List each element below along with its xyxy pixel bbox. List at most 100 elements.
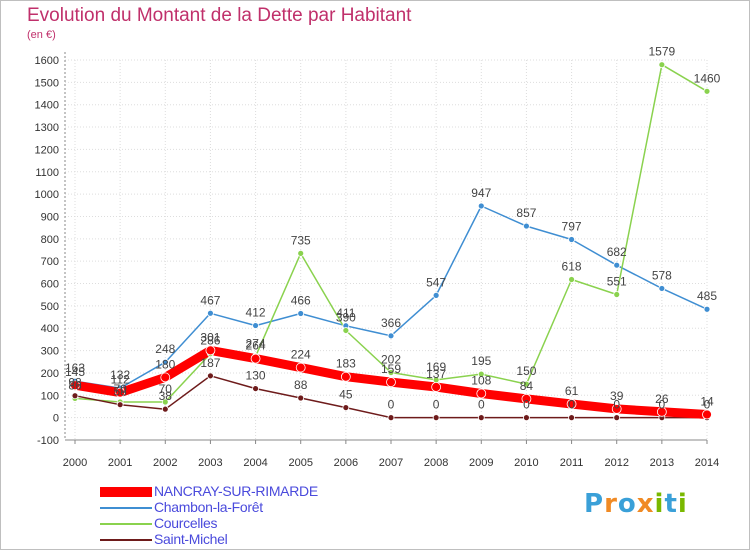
- data-point-1-7: [387, 332, 395, 340]
- data-label-0-9: 108: [471, 374, 491, 388]
- data-label-1-7: 366: [381, 316, 401, 330]
- data-label-1-12: 682: [607, 245, 627, 259]
- data-label-3-7: 0: [388, 398, 395, 412]
- x-tick-label: 2014: [695, 457, 719, 469]
- proxiti-logo: Proxiti: [584, 489, 688, 519]
- x-tick-label: 2010: [514, 457, 538, 469]
- logo-letter: x: [636, 489, 655, 519]
- data-label-2-4: 274: [246, 336, 266, 350]
- x-tick-label: 2004: [243, 457, 267, 469]
- data-point-2-13: [658, 61, 666, 69]
- data-label-0-6: 183: [336, 357, 356, 371]
- data-point-0-12: [611, 404, 622, 414]
- data-point-1-8: [432, 291, 440, 299]
- x-tick-label: 2009: [469, 457, 493, 469]
- data-label-0-13: 26: [655, 392, 669, 406]
- legend-swatch: [100, 539, 152, 541]
- data-point-3-3: [207, 372, 214, 380]
- data-point-3-8: [432, 414, 440, 422]
- logo-letter: r: [604, 489, 618, 519]
- data-point-1-9: [477, 202, 485, 210]
- data-point-0-6: [340, 371, 351, 382]
- data-point-1-11: [568, 236, 575, 243]
- data-point-3-11: [568, 414, 575, 422]
- legend-swatch: [100, 487, 152, 497]
- data-point-0-1: [115, 387, 126, 398]
- data-label-1-13: 578: [652, 268, 672, 282]
- data-label-1-14: 485: [697, 289, 717, 303]
- data-label-1-5: 466: [291, 293, 311, 307]
- data-label-3-5: 88: [294, 378, 308, 392]
- data-label-1-8: 547: [426, 275, 446, 289]
- data-point-1-10: [523, 222, 530, 230]
- data-label-0-3: 301: [200, 330, 220, 344]
- data-label-2-12: 551: [607, 274, 627, 288]
- data-point-0-13: [656, 406, 667, 417]
- y-tick-label: 100: [41, 390, 59, 402]
- data-point-0-5: [295, 362, 306, 373]
- data-point-2-10: [523, 380, 530, 388]
- data-point-0-14: [702, 409, 712, 420]
- y-tick-label: 600: [41, 279, 59, 291]
- data-label-0-12: 39: [610, 389, 624, 403]
- data-label-2-10: 150: [516, 364, 536, 378]
- data-point-0-0: [70, 380, 80, 391]
- data-point-3-0: [71, 392, 79, 400]
- data-label-0-10: 84: [520, 379, 534, 393]
- data-point-1-13: [658, 285, 666, 292]
- data-label-0-5: 224: [291, 348, 311, 362]
- y-tick-label: 500: [41, 301, 59, 313]
- y-tick-label: 1200: [35, 144, 59, 156]
- data-label-3-12: 0: [613, 398, 620, 412]
- data-label-2-3: 286: [200, 334, 220, 348]
- logo-letter: i: [654, 489, 665, 519]
- data-point-2-11: [568, 276, 575, 283]
- x-tick-label: 2002: [153, 457, 177, 469]
- data-point-2-12: [613, 291, 621, 298]
- data-label-3-1: 58: [113, 385, 127, 399]
- data-label-0-8: 137: [426, 367, 446, 381]
- data-label-2-11: 618: [562, 260, 582, 274]
- legend-swatch: [100, 523, 152, 525]
- y-tick-label: 1000: [35, 189, 59, 201]
- data-point-3-9: [477, 414, 485, 422]
- data-label-0-2: 180: [155, 357, 175, 371]
- data-label-1-1: 132: [110, 368, 130, 382]
- y-tick-label: 700: [41, 256, 59, 268]
- data-label-3-13: 0: [659, 398, 666, 412]
- x-tick-label: 2006: [334, 457, 358, 469]
- data-label-3-2: 38: [159, 389, 173, 403]
- chart-unit: (en €): [27, 29, 56, 41]
- data-label-2-13: 1579: [649, 45, 676, 59]
- y-tick-label: 1300: [35, 122, 59, 134]
- data-label-1-2: 248: [155, 342, 175, 356]
- data-label-2-7: 202: [381, 352, 401, 366]
- data-label-3-6: 45: [339, 388, 353, 402]
- x-tick-label: 2012: [604, 457, 628, 469]
- data-label-1-9: 947: [471, 186, 491, 200]
- data-label-0-0: 145: [65, 365, 85, 379]
- logo-letter: t: [664, 489, 678, 519]
- data-label-3-11: 0: [568, 398, 575, 412]
- data-point-2-6: [342, 327, 350, 334]
- x-tick-label: 2000: [63, 457, 87, 469]
- data-label-2-5: 735: [291, 233, 311, 247]
- data-point-2-9: [477, 370, 485, 378]
- logo-letter: i: [677, 489, 688, 519]
- data-label-1-6: 411: [336, 306, 355, 320]
- data-point-1-12: [613, 261, 621, 269]
- data-point-0-11: [566, 399, 577, 409]
- legend-label: Saint-Michel: [154, 531, 228, 547]
- data-point-3-10: [523, 414, 530, 422]
- data-label-2-6: 390: [336, 310, 356, 324]
- data-point-1-14: [703, 305, 711, 313]
- data-point-1-5: [297, 310, 305, 317]
- data-point-0-7: [386, 377, 396, 388]
- logo-letter: P: [584, 489, 605, 519]
- data-point-3-7: [387, 414, 395, 422]
- y-tick-label: 800: [41, 234, 59, 246]
- data-point-0-9: [476, 388, 487, 399]
- data-label-2-14: 1460: [694, 71, 721, 85]
- legend: NANCRAY-SUR-RIMARDE Chambon-la-Forêt Courc…: [100, 483, 500, 548]
